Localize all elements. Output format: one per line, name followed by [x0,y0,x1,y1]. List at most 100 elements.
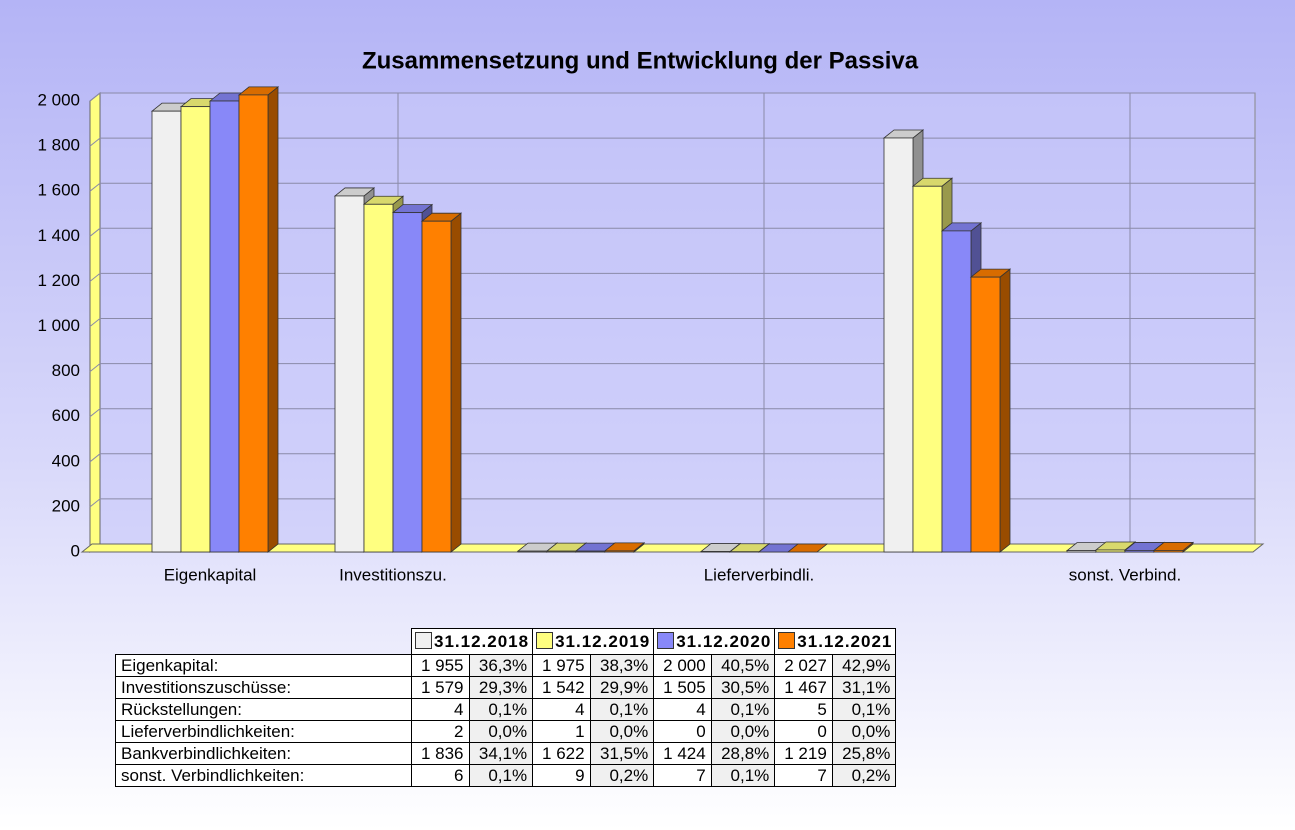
grid-line [89,318,1255,327]
percent-cell: 31,1% [831,676,897,699]
value-cell: 0 [774,720,833,743]
percent-cell: 28,8% [710,742,776,765]
chart: Zusammensetzung und Entwicklung der Pass… [37,47,1265,584]
table-row: sonst. Verbindlichkeiten: 6 0,1% 9 0,2% 7 0,1%… [115,764,897,787]
percent-cell: 0,1% [468,698,534,721]
legend-entry: 31.12.2020 [653,628,776,655]
table-row: Rückstellungen: 4 0,1% 4 0,1% 4 0,1% 5 0,1% [115,698,897,721]
percent-cell: 0,1% [710,698,776,721]
percent-cell: 0,2% [831,764,897,787]
y-tick-label: 1 600 [37,181,80,200]
y-tick-label: 1 400 [37,226,80,245]
bar-side [999,268,1011,553]
percent-cell: 34,1% [468,742,534,765]
percent-cell: 0,1% [710,764,776,787]
bar [334,195,365,553]
percent-cell: 0,2% [589,764,655,787]
bar [604,550,635,553]
y-tick-label: 800 [52,361,80,380]
value-cell: 6 [411,764,470,787]
percent-cell: 42,9% [831,654,897,677]
y-tick-label: 400 [52,451,80,470]
bar [363,203,394,553]
value-cell: 1 467 [774,676,833,699]
value-cell: 1 579 [411,676,470,699]
table-row: Bankverbindlichkeiten: 1 836 34,1% 1 622 31,… [115,742,897,765]
bar-top [786,543,829,553]
legend-swatch [536,631,554,649]
grid-line [89,498,1255,508]
x-tick-label: Eigenkapital [164,565,257,584]
percent-cell: 0,0% [589,720,655,743]
percent-cell: 0,0% [710,720,776,743]
grid-line [89,363,1255,372]
bar-side [267,86,279,553]
value-cell: 1 219 [774,742,833,765]
table-row: Investitionszuschüsse: 1 579 29,3% 1 542 29,… [115,676,897,699]
row-label: Investitionszuschüsse: [115,676,412,699]
bar [970,276,1001,553]
row-label: Lieferverbindlichkeiten: [115,720,412,743]
bar [546,550,577,553]
y-tick-label: 0 [71,541,80,560]
value-cell: 1 [532,720,591,743]
bar [941,230,972,553]
grid-line [89,137,1255,147]
bar [238,94,269,553]
row-label: Bankverbindlichkeiten: [115,742,412,765]
value-cell: 7 [653,764,712,787]
grid-line [89,182,1255,192]
value-cell: 5 [774,698,833,721]
value-cell: 0 [653,720,712,743]
legend-swatch [778,631,796,649]
legend-entry: 31.12.2019 [532,628,655,655]
percent-cell: 0,0% [831,720,897,743]
data-table: 31.12.2018 31.12.2019 31.12.2020 31.12.2021… [115,628,897,787]
bar [517,550,548,553]
value-cell: 4 [411,698,470,721]
x-tick-label: Lieferverbindli. [704,565,815,584]
bar [1124,550,1155,553]
bar [392,212,423,553]
legend-entry: 31.12.2018 [410,628,534,655]
percent-cell: 25,8% [831,742,897,765]
bar [1095,549,1126,553]
percent-cell: 0,1% [831,698,897,721]
value-cell: 1 542 [532,676,591,699]
value-cell: 1 505 [653,676,712,699]
y-tick-label: 1 800 [37,136,80,155]
percent-cell: 29,3% [468,676,534,699]
row-label: Rückstellungen: [115,698,412,721]
value-cell: 4 [532,698,591,721]
percent-cell: 36,3% [468,654,534,677]
value-cell: 9 [532,764,591,787]
value-cell: 1 975 [532,654,591,677]
grid-line [89,272,1255,282]
legend-label: 31.12.2021 [797,631,893,651]
percent-cell: 38,3% [589,654,655,677]
value-cell: 7 [774,764,833,787]
chart-title: Zusammensetzung und Entwicklung der Pass… [362,47,919,74]
percent-cell: 29,9% [589,676,655,699]
grid-line [89,453,1255,463]
legend-swatch [415,631,432,649]
legend-entry: 31.12.2021 [774,628,897,655]
blank [116,629,412,655]
value-cell: 2 027 [774,654,833,677]
percent-cell: 40,5% [710,654,776,677]
value-cell: 1 955 [411,654,470,677]
percent-cell: 0,1% [468,764,534,787]
table-header: 31.12.2018 31.12.2019 31.12.2020 31.12.2021 [116,628,897,655]
value-cell: 4 [653,698,712,721]
bar [912,185,943,553]
value-cell: 1 836 [411,742,470,765]
y-tick-label: 600 [52,406,80,425]
bar [421,220,452,553]
y-tick-label: 1 000 [37,316,80,335]
x-tick-label: sonst. Verbind. [1069,565,1181,584]
value-cell: 1 424 [653,742,712,765]
percent-cell: 0,0% [468,720,534,743]
row-label: sonst. Verbindlichkeiten: [115,764,412,787]
value-cell: 1 622 [532,742,591,765]
bar [151,110,182,553]
